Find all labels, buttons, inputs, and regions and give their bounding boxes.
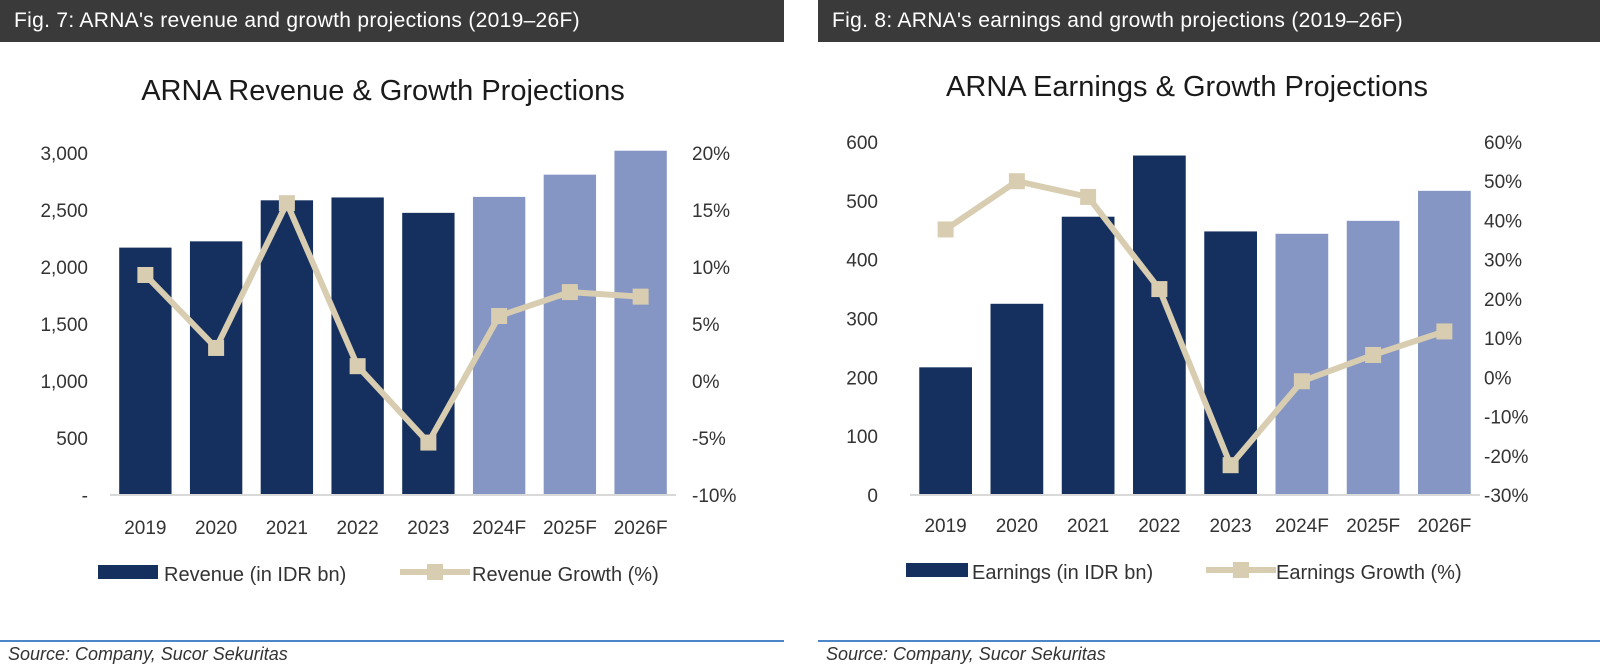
x-axis-tick-label: 2024F (472, 518, 526, 539)
y-axis-tick-label: - (82, 486, 88, 507)
growth-marker (937, 221, 954, 238)
x-axis-tick-label: 2022 (336, 518, 378, 539)
y-axis-tick-label: 600 (846, 133, 878, 154)
y2-axis-tick-label: 10% (1484, 329, 1522, 350)
growth-marker (1436, 323, 1453, 340)
growth-marker (1008, 173, 1025, 190)
earnings-chart: ARNA Earnings & Growth Projections 0 100 20… (846, 71, 1528, 584)
y-axis-tick-label: 400 (846, 251, 878, 272)
x-axis-tick-label: 2023 (1209, 516, 1251, 537)
legend-bar-swatch (906, 563, 968, 577)
legend-line-marker (1233, 562, 1249, 578)
y2-axis-tick-label: 50% (1484, 172, 1522, 193)
chart-title: ARNA Earnings & Growth Projections (946, 71, 1428, 103)
growth-marker (137, 266, 154, 283)
growth-line (943, 178, 1446, 469)
y2-axis-tick-label: 40% (1484, 211, 1522, 232)
legend-bar-label: Revenue (in IDR bn) (164, 564, 346, 586)
x-axis-tick-label: 2021 (1067, 516, 1109, 537)
y2-axis-tick-label: -10% (1484, 408, 1528, 429)
growth-marker (1222, 457, 1239, 474)
growth-marker (1365, 346, 1382, 363)
forecast-bar (1275, 233, 1329, 495)
legend-line-marker (427, 564, 443, 580)
actual-bar (919, 367, 972, 495)
source-divider (818, 640, 1600, 642)
earnings-figure-panel: Fig. 8: ARNA's earnings and growth proje… (818, 0, 1600, 672)
revenue-figure-panel: Fig. 7: ARNA's revenue and growth projec… (0, 0, 784, 672)
y-axis-tick-label: 500 (846, 192, 878, 213)
source-note: Source: Company, Sucor Sekuritas (826, 644, 1106, 664)
actual-bar (331, 197, 384, 495)
y-axis-tick-label: 1,000 (40, 372, 88, 393)
actual-bar (990, 303, 1044, 495)
x-axis-tick-label: 2025F (1346, 516, 1400, 537)
legend-bar-label: Earnings (in IDR bn) (972, 562, 1153, 584)
growth-marker (349, 358, 366, 375)
y2-axis-tick-label: 30% (1484, 251, 1522, 272)
growth-line (143, 200, 641, 446)
y-axis-tick-label: 100 (846, 427, 878, 448)
actual-bar (1204, 231, 1257, 495)
actual-bar (402, 212, 455, 495)
growth-marker (278, 195, 295, 212)
y2-axis-tick-label: 5% (692, 315, 720, 336)
revenue-chart: ARNA Revenue & Growth Projections - 500 1,0… (40, 75, 736, 586)
y2-axis-tick-label: 10% (692, 258, 730, 279)
growth-marker (208, 339, 225, 356)
y2-axis-tick-label: 20% (692, 144, 730, 165)
x-axis-tick-label: 2019 (124, 518, 166, 539)
y-axis-tick-label: 0 (867, 486, 878, 507)
y2-axis-tick-label: -5% (692, 429, 726, 450)
y2-axis-tick-label: -20% (1484, 447, 1528, 468)
x-axis-tick-label: 2023 (407, 518, 449, 539)
growth-marker (1151, 281, 1168, 298)
actual-bar (1061, 216, 1115, 496)
growth-marker (1293, 373, 1310, 390)
source-note: Source: Company, Sucor Sekuritas (8, 644, 288, 664)
figure-caption: Fig. 7: ARNA's revenue and growth projec… (0, 0, 784, 42)
y-axis-tick-label: 500 (56, 429, 88, 450)
y-axis-tick-label: 2,500 (40, 201, 88, 222)
y-axis-tick-label: 2,000 (40, 258, 88, 279)
y2-axis-tick-label: 0% (1484, 368, 1512, 389)
forecast-bar (543, 174, 597, 495)
x-axis-tick-label: 2020 (195, 518, 237, 539)
forecast-bar (614, 150, 667, 495)
growth-marker (632, 288, 649, 305)
figure-caption: Fig. 8: ARNA's earnings and growth proje… (818, 0, 1600, 42)
growth-marker (1080, 188, 1097, 205)
y2-axis-tick-label: -10% (692, 486, 736, 507)
actual-bar (1133, 155, 1186, 495)
legend-line-label: Earnings Growth (%) (1276, 562, 1462, 584)
y2-axis-tick-label: 15% (692, 201, 730, 222)
y-axis-tick-label: 3,000 (40, 144, 88, 165)
x-axis-tick-label: 2020 (996, 516, 1038, 537)
y2-axis-tick-label: 20% (1484, 290, 1522, 311)
y-axis-tick-label: 300 (846, 310, 878, 331)
x-axis-tick-label: 2019 (924, 516, 966, 537)
y-axis-tick-label: 200 (846, 368, 878, 389)
x-axis-tick-label: 2022 (1138, 516, 1180, 537)
actual-bar (119, 247, 172, 495)
growth-marker (561, 284, 578, 301)
forecast-bar (1418, 190, 1471, 495)
x-axis-tick-label: 2026F (614, 518, 668, 539)
growth-marker (420, 434, 437, 451)
growth-marker (491, 308, 508, 325)
x-axis-tick-label: 2025F (543, 518, 597, 539)
x-axis-tick-label: 2026F (1417, 516, 1471, 537)
y2-axis-tick-label: 60% (1484, 133, 1522, 154)
legend-line-label: Revenue Growth (%) (472, 564, 659, 586)
source-divider (0, 640, 784, 642)
x-axis-tick-label: 2024F (1275, 516, 1329, 537)
actual-bar (189, 241, 243, 495)
y2-axis-tick-label: 0% (692, 372, 720, 393)
y-axis-tick-label: 1,500 (40, 315, 88, 336)
y2-axis-tick-label: -30% (1484, 486, 1528, 507)
chart-title: ARNA Revenue & Growth Projections (141, 75, 625, 107)
x-axis-tick-label: 2021 (266, 518, 308, 539)
legend-bar-swatch (98, 565, 158, 579)
